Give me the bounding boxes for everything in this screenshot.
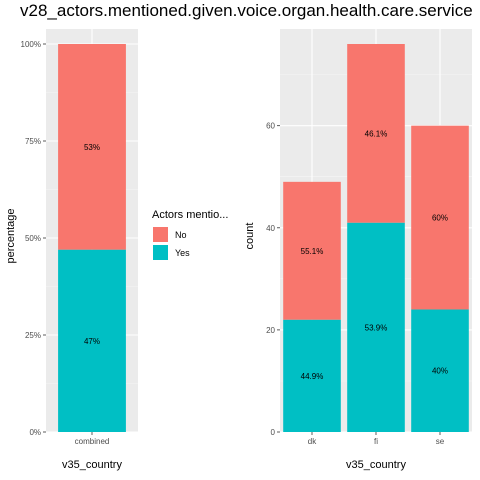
bar-no-se — [411, 125, 469, 310]
x-tick-label-fi: fi — [374, 437, 378, 446]
panel-right: 44.9% 55.1% 53.9% 46.1% 40% 60% 0 20 40 60 dk fi se… — [244, 29, 472, 471]
legend-label-no: No — [175, 230, 187, 240]
chart-title: v28_actors.mentioned.given.voice.organ.h… — [20, 1, 473, 20]
left-y-axis-title: percentage — [5, 208, 17, 263]
y-tick-label: 0 — [271, 428, 276, 437]
legend: Actors mentio... No Yes — [152, 209, 228, 260]
left-x-axis-title: v35_country — [62, 459, 122, 471]
bar-yes-combined — [58, 249, 126, 432]
y-tick-label: 60 — [266, 122, 275, 131]
legend-label-yes: Yes — [175, 248, 190, 258]
panel-left: 47% 53% 0% 25% 50% 75% 100% combined v35_count… — [5, 29, 138, 471]
bar-label-no-dk: 55.1% — [301, 247, 324, 256]
legend-key-yes — [153, 245, 168, 260]
bar-label-yes-fi: 53.9% — [365, 323, 388, 332]
bar-label-no-se: 60% — [432, 214, 448, 223]
bar-no-dk — [283, 181, 341, 320]
y-tick-label: 40 — [266, 224, 275, 233]
x-tick-label-se: se — [436, 437, 445, 446]
bar-yes-dk — [283, 319, 341, 432]
right-x-axis-title: v35_country — [346, 459, 406, 471]
x-tick-label-dk: dk — [308, 437, 317, 446]
y-tick-label: 25% — [25, 331, 41, 340]
bar-no-fi — [347, 44, 405, 223]
bar-label-yes-se: 40% — [432, 367, 448, 376]
bar-label-no-combined: 53% — [84, 143, 100, 152]
bar-no-combined — [58, 44, 126, 250]
right-y-axis-title: count — [244, 223, 256, 250]
y-tick-label: 75% — [25, 137, 41, 146]
bar-label-yes-dk: 44.9% — [301, 372, 324, 381]
y-tick-label: 20 — [266, 326, 275, 335]
y-tick-label: 0% — [29, 428, 41, 437]
bar-label-yes-combined: 47% — [84, 337, 100, 346]
y-tick-label: 50% — [25, 234, 41, 243]
legend-key-no — [153, 227, 168, 242]
bar-label-no-fi: 46.1% — [365, 129, 388, 138]
y-tick-label: 100% — [21, 40, 41, 49]
x-tick-label-combined: combined — [75, 437, 110, 446]
bar-yes-fi — [347, 222, 405, 432]
legend-title: Actors mentio... — [152, 209, 228, 221]
bar-yes-se — [411, 309, 469, 432]
